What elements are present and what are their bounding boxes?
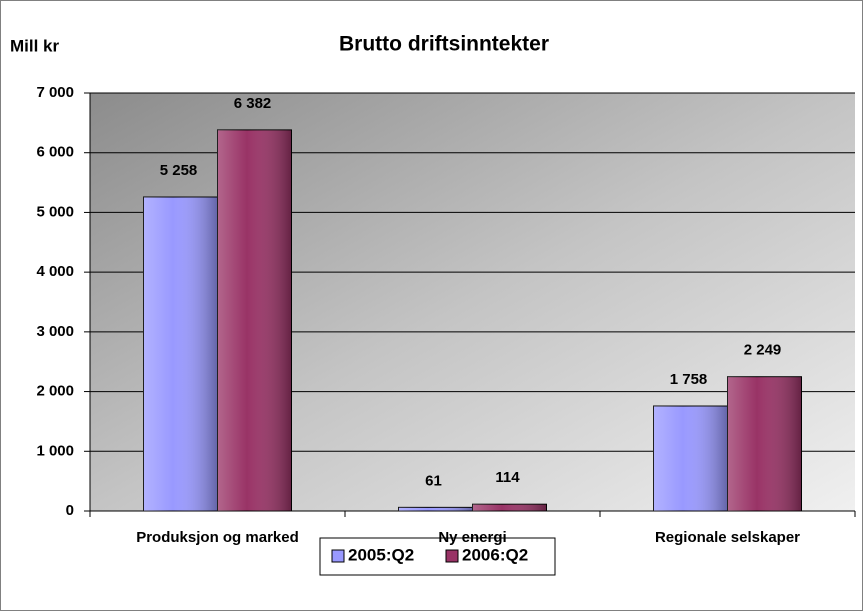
y-tick-label: 4 000: [36, 263, 74, 280]
x-tick-label: Ny energi: [438, 529, 506, 546]
value-label: 5 258: [160, 162, 198, 179]
y-tick-label: 2 000: [36, 383, 74, 400]
chart-title: Brutto driftsinntekter: [339, 33, 549, 56]
y-axis-label: Mill kr: [10, 36, 60, 55]
bar-shade: [727, 376, 802, 511]
value-label: 6 382: [234, 95, 272, 112]
y-tick-label: 1 000: [36, 442, 74, 459]
bar-shade: [398, 507, 473, 511]
x-tick-label: Produksjon og marked: [136, 529, 299, 546]
y-tick-label: 5 000: [36, 203, 74, 220]
y-tick-label: 7 000: [36, 84, 74, 101]
legend: [319, 537, 556, 576]
bar-shade: [472, 504, 547, 511]
legend-swatch: [331, 549, 345, 563]
value-label: 1 758: [670, 371, 708, 388]
x-tick-label: Regionale selskaper: [655, 529, 800, 546]
bar-shade: [653, 406, 728, 511]
y-tick-label: 0: [66, 502, 74, 519]
value-label: 61: [425, 472, 442, 489]
legend-label: 2005:Q2: [348, 545, 414, 564]
y-tick-label: 3 000: [36, 323, 74, 340]
y-tick-label: 6 000: [36, 144, 74, 161]
value-label: 2 249: [744, 342, 782, 359]
legend-label: 2006:Q2: [462, 545, 528, 564]
value-label: 114: [495, 469, 520, 486]
bar-shade: [217, 129, 292, 511]
legend-swatch: [445, 549, 459, 563]
bar-shade: [143, 197, 218, 512]
